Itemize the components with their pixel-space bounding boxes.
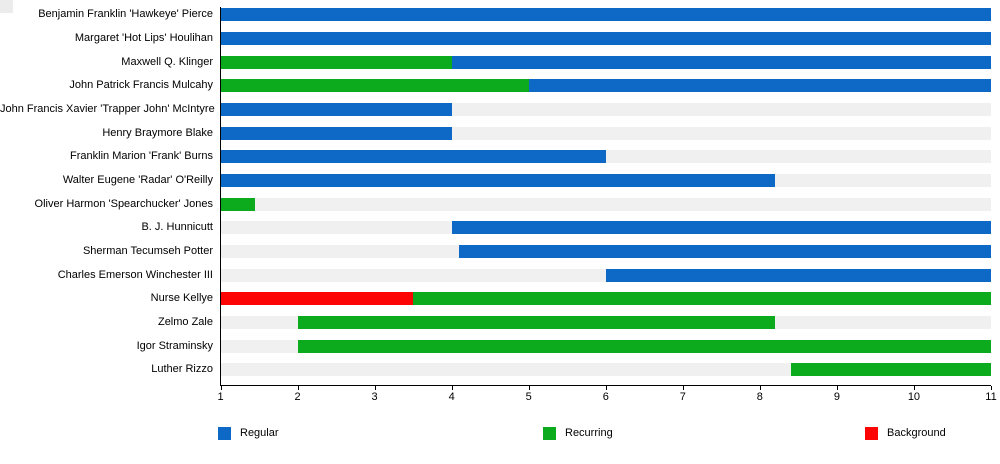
x-tick-label: 7 [679,391,686,403]
x-tick-mark [528,385,530,390]
bar-segment [297,315,776,329]
bar-segment [297,339,991,353]
row-label: Luther Rizzo [151,363,213,376]
bar-segment [451,221,991,235]
bar-segment [605,268,991,282]
x-tick-mark [991,385,992,390]
bar-segment [459,244,991,258]
row-label: Oliver Harmon 'Spearchucker' Jones [34,197,213,210]
x-tick-mark [759,385,761,390]
legend-label: Background [887,427,946,439]
x-tick-mark [836,385,838,390]
corner-artifact [0,0,13,13]
x-tick-mark [374,385,376,390]
bar-segment [220,292,414,306]
legend-swatch [543,427,556,440]
row-label: Nurse Kellye [150,292,213,305]
bar-segment [220,102,452,116]
row-track [220,197,991,211]
x-tick-label: 6 [602,391,609,403]
row-label: John Francis Xavier 'Trapper John' McInt… [0,102,215,115]
bar-segment [790,363,991,377]
x-tick-label: 10 [907,391,921,403]
x-tick-mark [682,385,684,390]
bar-segment [220,31,991,45]
row-label: Zelmo Zale [157,315,213,328]
row-label: Maxwell Q. Klinger [121,55,213,68]
row-label: Charles Emerson Winchester III [57,268,213,281]
legend-swatch [865,427,878,440]
bar-segment [451,55,991,69]
bar-segment [220,79,529,93]
legend-label: Regular [240,427,279,439]
row-label: Sherman Tecumseh Potter [82,244,213,257]
bar-segment [528,79,991,93]
bar-segment [220,126,452,140]
bar-segment [220,197,256,211]
row-label: Margaret 'Hot Lips' Houlihan [74,31,213,44]
x-tick-label: 3 [371,391,378,403]
bar-segment [220,8,991,22]
x-tick-mark [297,385,299,390]
x-tick-label: 5 [525,391,532,403]
row-label: John Patrick Francis Mulcahy [69,79,213,92]
row-label: Benjamin Franklin 'Hawkeye' Pierce [38,8,213,21]
bar-segment [413,292,991,306]
bar-segment [220,55,452,69]
x-tick-label: 9 [833,391,840,403]
x-tick-mark [913,385,915,390]
x-tick-mark [605,385,607,390]
row-label: Franklin Marion 'Frank' Burns [70,150,213,163]
x-tick-mark [451,385,453,390]
x-tick-label: 8 [756,391,763,403]
x-axis-line [220,384,991,386]
x-tick-label: 2 [294,391,301,403]
row-label: Igor Straminsky [136,339,213,352]
legend-swatch [218,427,231,440]
row-label: Walter Eugene 'Radar' O'Reilly [62,173,213,186]
x-tick-label: 4 [448,391,455,403]
x-tick-label: 11 [985,391,997,403]
row-label: B. J. Hunnicutt [141,221,213,234]
bar-segment [220,150,606,164]
row-label: Henry Braymore Blake [102,126,213,139]
x-tick-mark [220,385,222,390]
legend-label: Recurring [565,427,613,439]
y-axis-line [220,7,221,385]
x-tick-label: 1 [217,391,224,403]
bar-segment [220,173,776,187]
